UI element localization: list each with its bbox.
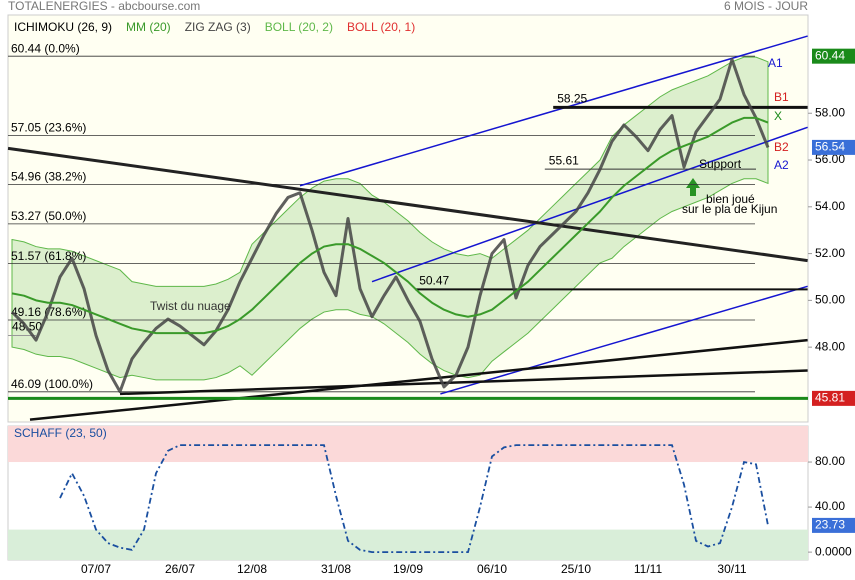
zone — [8, 426, 808, 463]
period: 6 MOIS - JOUR — [724, 0, 808, 13]
annotation: X — [774, 109, 782, 123]
level-label: 50.47 — [419, 274, 449, 288]
annotation: A2 — [774, 158, 789, 172]
price-marker — [812, 48, 855, 64]
y-tick-label: 0.0000 — [815, 544, 852, 558]
x-tick-label: 19/09 — [393, 562, 423, 576]
panel-title: SCHAFF (23, 50) — [14, 426, 107, 440]
price-marker-label: 56.54 — [815, 140, 845, 154]
annotation: Twist du nuage — [150, 299, 231, 313]
support-arrow — [686, 178, 700, 196]
price-marker — [812, 139, 855, 155]
x-tick-label: 11/11 — [634, 562, 663, 576]
level-label: 58.25 — [557, 92, 587, 106]
fib-label: 46.09 (100.0%) — [11, 377, 93, 391]
y-tick-label: 52.00 — [815, 246, 845, 260]
x-tick-label: 12/08 — [237, 562, 267, 576]
fib-label: 60.44 (0.0%) — [11, 41, 80, 55]
x-tick-label: 31/08 — [321, 562, 351, 576]
price-marker-label: 45.81 — [815, 391, 845, 405]
trendline — [440, 285, 808, 395]
annotation: B2 — [774, 140, 789, 154]
level-label: 55.61 — [549, 153, 579, 167]
trendline — [119, 369, 808, 396]
y-tick-label: 50.00 — [815, 293, 845, 307]
x-tick-label: 30/11 — [717, 562, 746, 576]
trendline — [299, 35, 808, 187]
value-marker — [812, 517, 855, 533]
zone — [8, 529, 808, 560]
fib-label: 53.27 (50.0%) — [11, 209, 86, 223]
series-line — [11, 116, 769, 335]
annotation: A1 — [768, 56, 783, 70]
y-tick-label: 58.00 — [815, 105, 845, 119]
x-tick-label: 06/10 — [477, 562, 507, 576]
fib-label: 51.57 (61.8%) — [11, 249, 86, 263]
series-line — [59, 444, 769, 554]
source: TOTALENERGIES - abcbourse.com — [8, 0, 200, 13]
trendline — [371, 126, 808, 283]
legend-entry: ICHIMOKU (26, 9) — [14, 20, 112, 34]
legend-entry: MM (20) — [126, 20, 171, 34]
trendline — [7, 146, 808, 263]
trendline — [29, 338, 808, 421]
annotation: B1 — [774, 90, 789, 104]
y-tick-label: 48.00 — [815, 339, 845, 353]
annotation: Support — [699, 157, 742, 171]
plot-layer: 60.44 (0.0%) 57.05 (23.6%) 54.96 (38.2%) 53… — [7, 20, 855, 576]
annotation: bien joué — [706, 192, 755, 206]
y-tick-label: 80.00 — [815, 454, 845, 468]
annotation: sur le pla de Kijun — [682, 202, 777, 216]
legend-entry: BOLL (20, 1) — [347, 20, 415, 34]
y-tick-label: 56.00 — [815, 152, 845, 166]
legend-entry: ZIG ZAG (3) — [185, 20, 251, 34]
fib-label: 57.05 (23.6%) — [11, 121, 86, 135]
price-marker — [812, 390, 855, 406]
value-marker-label: 23.73 — [815, 518, 845, 532]
x-tick-label: 25/10 — [561, 562, 591, 576]
y-tick-label: 40.00 — [815, 499, 845, 513]
legend-entry: BOLL (20, 2) — [265, 20, 333, 34]
x-tick-label: 07/07 — [81, 562, 111, 576]
price-marker-label: 60.44 — [815, 48, 845, 62]
fib-label: 54.96 (38.2%) — [11, 170, 86, 184]
x-tick-label: 26/07 — [165, 562, 195, 576]
y-tick-label: 54.00 — [815, 199, 845, 213]
series-line — [10, 57, 770, 394]
